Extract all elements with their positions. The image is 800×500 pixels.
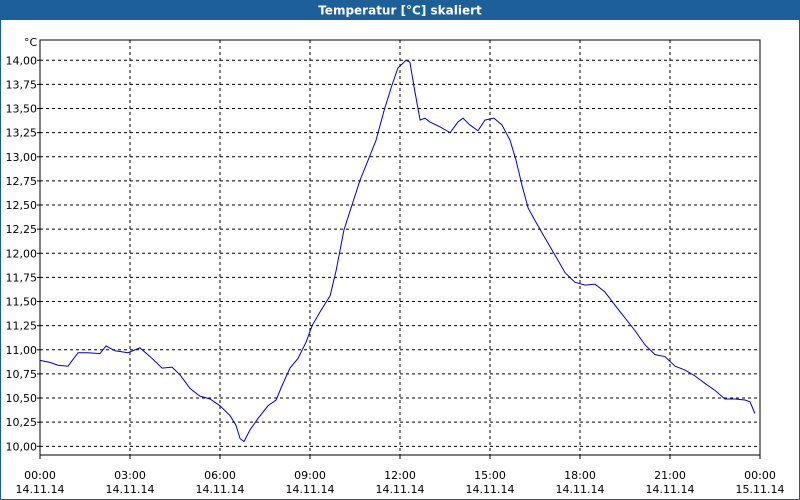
x-tick-label: 18:00 14.11.14 xyxy=(556,469,605,496)
y-tick-label: 10,75 xyxy=(6,368,38,381)
y-tick-label: 11,25 xyxy=(6,320,38,333)
data-line xyxy=(39,59,756,443)
x-tick-label: 06:00 14.11.14 xyxy=(196,469,245,496)
title-bar xyxy=(0,0,800,20)
y-tick-label: 12,75 xyxy=(6,175,38,188)
y-tick-label: 11,75 xyxy=(6,271,38,284)
y-tick-label: 12,50 xyxy=(6,199,38,212)
x-tick-label: 12:00 14.11.14 xyxy=(376,469,425,496)
chart-title: Temperatur [°C] skaliert xyxy=(318,4,482,18)
y-tick-label: 13,75 xyxy=(6,78,38,91)
y-tick-label: 12,00 xyxy=(6,247,38,260)
x-tick-label: 00:00 15.11.14 xyxy=(736,469,785,496)
y-tick-label: 12,25 xyxy=(6,223,38,236)
y-tick-label: 10,00 xyxy=(6,440,38,453)
y-tick-label: 10,25 xyxy=(6,416,38,429)
y-tick-label: 14,00 xyxy=(6,54,38,67)
x-tick-label: 03:00 14.11.14 xyxy=(106,469,155,496)
x-tick-label: 09:00 14.11.14 xyxy=(286,469,335,496)
y-tick-label: 11,50 xyxy=(6,296,38,309)
y-tick-label: 13,50 xyxy=(6,103,38,116)
y-tick-label: 11,00 xyxy=(6,344,38,357)
x-tick-label: 00:00 14.11.14 xyxy=(16,469,65,496)
x-tick-label: 21:00 14.11.14 xyxy=(646,469,695,496)
y-tick-label: 10,50 xyxy=(6,392,38,405)
x-tick-label: 15:00 14.11.14 xyxy=(466,469,515,496)
y-unit-label: °C xyxy=(24,36,38,49)
y-tick-label: 13,00 xyxy=(6,151,38,164)
y-tick-label: 13,25 xyxy=(6,127,38,140)
